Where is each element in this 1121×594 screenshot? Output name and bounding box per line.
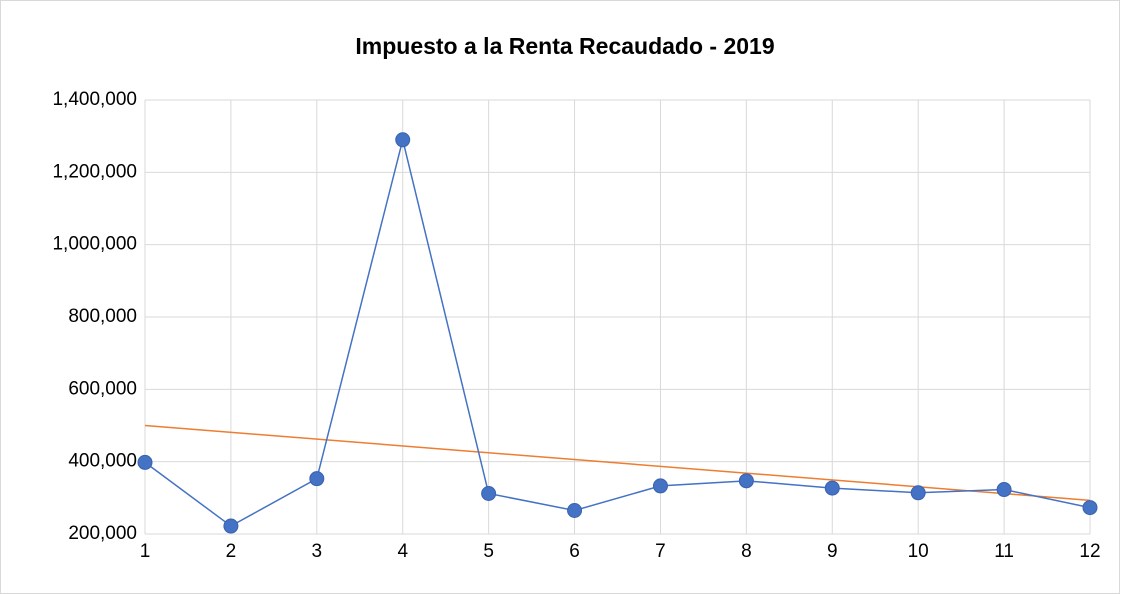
x-tick-label: 5 <box>483 541 494 562</box>
x-tick-label: 7 <box>655 541 666 562</box>
data-point <box>395 132 411 148</box>
y-tick-label: 200,000 <box>68 523 137 544</box>
data-point <box>910 485 926 501</box>
x-tick-label: 12 <box>1079 541 1100 562</box>
x-tick-label: 11 <box>994 541 1014 562</box>
x-tick-label: 2 <box>226 541 237 562</box>
data-line <box>144 139 1091 527</box>
data-point <box>309 471 325 487</box>
x-tick-label: 10 <box>908 541 929 562</box>
x-tick-label: 1 <box>140 541 151 562</box>
chart-title: Impuesto a la Renta Recaudado - 2019 <box>355 33 774 59</box>
x-tick-label: 6 <box>569 541 580 562</box>
x-tick-label: 8 <box>741 541 752 562</box>
y-tick-label: 800,000 <box>68 306 137 327</box>
data-point <box>652 478 668 494</box>
data-point <box>137 454 153 470</box>
y-tick-label: 600,000 <box>68 378 137 399</box>
y-tick-label: 400,000 <box>68 451 137 472</box>
x-tick-label: 3 <box>312 541 323 562</box>
x-tick-label: 4 <box>397 541 408 562</box>
x-tick-label: 9 <box>827 541 838 562</box>
data-point <box>1082 500 1098 516</box>
y-tick-label: 1,400,000 <box>52 89 137 110</box>
y-tick-label: 1,200,000 <box>52 161 137 182</box>
data-point <box>824 480 840 496</box>
data-point <box>223 518 239 534</box>
data-point <box>996 482 1012 498</box>
data-point <box>567 502 583 518</box>
data-point <box>738 473 754 489</box>
data-point <box>481 485 497 501</box>
trendline <box>144 424 1091 502</box>
y-tick-label: 1,000,000 <box>52 234 137 255</box>
